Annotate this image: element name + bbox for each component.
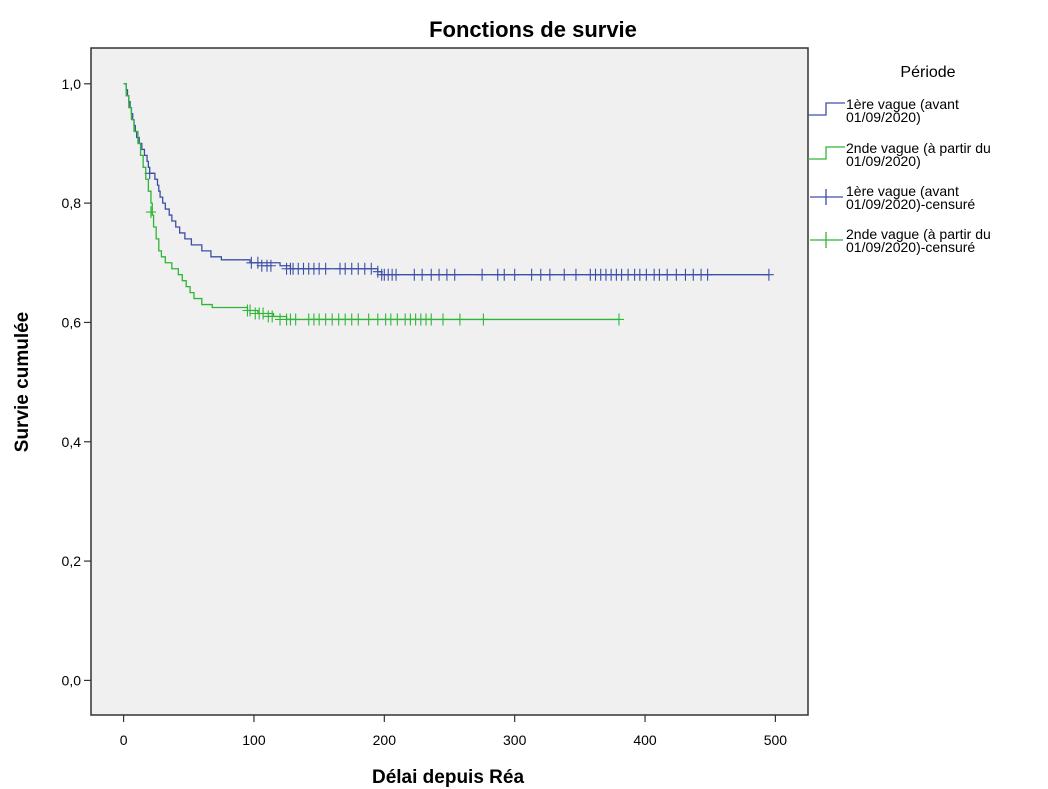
survival-curve <box>123 83 619 321</box>
censor-mark <box>454 313 465 326</box>
chart-title: Fonctions de survie <box>429 17 637 42</box>
censor-mark <box>320 262 331 275</box>
y-tick-label: 1,0 <box>62 76 82 92</box>
censor-mark <box>372 265 383 278</box>
x-tick-label: 0 <box>120 732 128 748</box>
censor-mark <box>290 313 301 326</box>
legend-item-4: 2nde vague (à partir du01/09/2020)-censu… <box>810 226 991 255</box>
legend-line-swatch <box>808 102 845 116</box>
x-axis: 0 100 200 300 400 500 <box>120 715 788 748</box>
censor-mark <box>437 313 448 326</box>
legend-censor-swatch <box>810 232 843 248</box>
censor-mark <box>449 268 460 281</box>
legend-label: 01/09/2020) <box>846 153 921 169</box>
censor-mark <box>570 268 581 281</box>
censor-mark <box>662 268 673 281</box>
series-layer <box>123 83 774 326</box>
censor-mark <box>417 268 428 281</box>
censor-mark <box>535 268 546 281</box>
censor-mark <box>671 268 682 281</box>
censor-mark <box>258 307 269 320</box>
censor-mark <box>702 268 713 281</box>
legend-label: 1ère vague (avant <box>846 183 959 199</box>
legend-label: 1ère vague (avant <box>846 96 959 112</box>
censor-mark <box>363 313 374 326</box>
censor-mark <box>478 313 489 326</box>
x-axis-title: Délai depuis Réa <box>372 767 524 788</box>
series-2 <box>123 83 624 326</box>
legend-censor-swatch <box>810 189 843 205</box>
legend-label: 01/09/2020) <box>846 109 921 125</box>
censor-mark <box>526 268 537 281</box>
censor-mark <box>763 268 774 281</box>
y-tick-label: 0,2 <box>62 553 82 569</box>
censor-mark <box>252 256 263 269</box>
censor-mark <box>245 304 256 317</box>
legend-label: 01/09/2020)-censuré <box>846 239 975 255</box>
censor-mark <box>265 259 276 272</box>
survival-curve <box>123 83 769 276</box>
x-tick-label: 300 <box>503 732 527 748</box>
censor-mark <box>544 268 555 281</box>
censor-mark <box>145 206 156 219</box>
y-axis: 0,0 0,2 0,4 0,6 0,8 1,0 <box>62 76 91 688</box>
legend-label: 01/09/2020)-censuré <box>846 196 975 212</box>
legend-label: 2nde vague (à partir du <box>846 226 991 242</box>
censor-mark <box>613 313 624 326</box>
censor-mark <box>353 313 364 326</box>
plot-area <box>90 47 809 716</box>
censor-mark <box>559 268 570 281</box>
censor-mark <box>366 262 377 275</box>
y-axis-title: Survie cumulée <box>12 312 33 452</box>
series-1 <box>123 83 774 281</box>
censor-mark <box>391 268 402 281</box>
y-tick-label: 0,6 <box>62 314 82 330</box>
x-tick-label: 500 <box>764 732 788 748</box>
y-tick-label: 0,0 <box>62 672 82 688</box>
legend: Période 1ère vague (avant01/09/2020)2nde… <box>808 64 991 255</box>
x-tick-label: 200 <box>373 732 397 748</box>
y-tick-label: 0,4 <box>62 434 82 450</box>
legend-label: 2nde vague (à partir du <box>846 140 991 156</box>
censor-mark <box>426 313 437 326</box>
censor-mark <box>267 310 278 323</box>
y-tick-label: 0,8 <box>62 195 82 211</box>
legend-title: Période <box>900 64 955 81</box>
x-tick-label: 400 <box>633 732 657 748</box>
censor-mark <box>477 268 488 281</box>
legend-line-swatch <box>808 146 845 160</box>
censor-mark <box>499 268 510 281</box>
censor-mark <box>509 268 520 281</box>
x-tick-label: 100 <box>242 732 266 748</box>
